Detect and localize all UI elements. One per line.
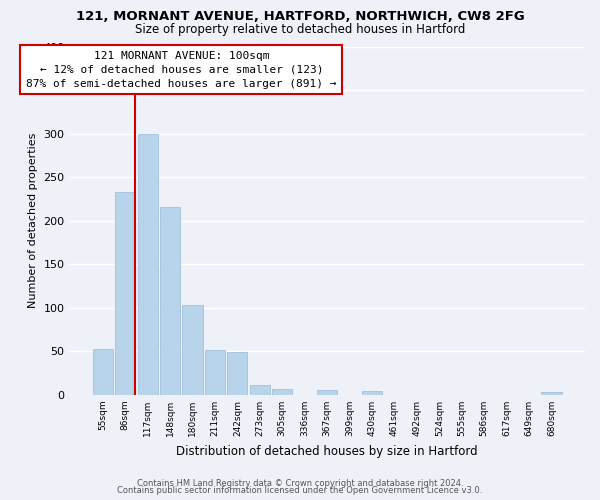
Text: Contains public sector information licensed under the Open Government Licence v3: Contains public sector information licen… — [118, 486, 482, 495]
Bar — [227, 352, 247, 395]
Bar — [541, 392, 562, 395]
Bar — [160, 207, 180, 395]
Bar — [250, 386, 270, 395]
Bar — [137, 134, 158, 395]
Bar — [272, 389, 292, 395]
Bar — [205, 350, 225, 395]
Text: Contains HM Land Registry data © Crown copyright and database right 2024.: Contains HM Land Registry data © Crown c… — [137, 478, 463, 488]
Bar — [182, 305, 203, 395]
Bar — [92, 349, 113, 395]
Y-axis label: Number of detached properties: Number of detached properties — [28, 133, 38, 308]
Bar — [362, 392, 382, 395]
Text: 121, MORNANT AVENUE, HARTFORD, NORTHWICH, CW8 2FG: 121, MORNANT AVENUE, HARTFORD, NORTHWICH… — [76, 10, 524, 23]
Text: Size of property relative to detached houses in Hartford: Size of property relative to detached ho… — [135, 22, 465, 36]
X-axis label: Distribution of detached houses by size in Hartford: Distribution of detached houses by size … — [176, 444, 478, 458]
Bar — [317, 390, 337, 395]
Text: 121 MORNANT AVENUE: 100sqm
← 12% of detached houses are smaller (123)
87% of sem: 121 MORNANT AVENUE: 100sqm ← 12% of deta… — [26, 51, 337, 89]
Bar — [115, 192, 135, 395]
